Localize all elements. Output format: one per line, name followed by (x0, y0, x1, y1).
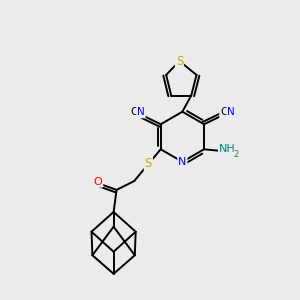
Text: 2: 2 (234, 150, 239, 159)
Text: C: C (220, 107, 227, 118)
Text: N: N (137, 107, 145, 118)
Text: S: S (145, 158, 152, 170)
Text: N: N (178, 157, 187, 167)
Text: C: C (130, 107, 137, 118)
Text: O: O (94, 177, 102, 187)
Text: NH: NH (219, 144, 236, 154)
Text: S: S (176, 55, 183, 68)
Text: N: N (227, 107, 235, 118)
